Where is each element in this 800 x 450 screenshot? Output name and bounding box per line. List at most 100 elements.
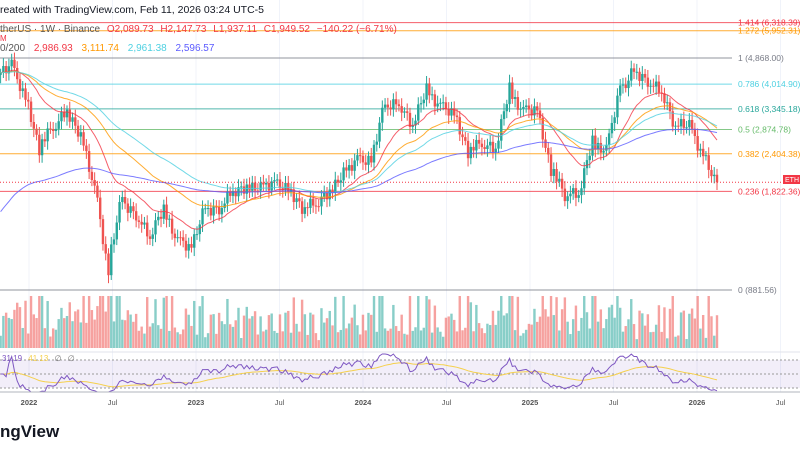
volume-bar [461, 330, 464, 348]
volume-bar [162, 297, 166, 348]
volume-bar [361, 314, 365, 348]
candle [488, 141, 492, 146]
volume-bar [704, 337, 708, 348]
candle [469, 146, 473, 159]
close-value: C1,949.52 [263, 24, 310, 35]
volume-bar [49, 336, 52, 348]
candle [652, 85, 655, 87]
volume-bar [87, 296, 91, 348]
candle [212, 206, 215, 216]
volume-bar [228, 324, 232, 348]
volume-bar [7, 317, 11, 348]
volume-bar [334, 296, 337, 348]
candle [505, 104, 508, 112]
candle [16, 67, 19, 80]
candle [630, 68, 633, 81]
rsi-legend: 31.19 41.13 ∅ ∅ [2, 354, 79, 363]
x-tick-label: 2024 [355, 398, 373, 407]
candle [417, 104, 420, 121]
candle [657, 81, 661, 93]
tradingview-logo[interactable]: ngView [0, 422, 60, 441]
volume-bar [38, 296, 41, 348]
ma-value: 2,596.57 [175, 43, 215, 54]
volume-bar [165, 296, 168, 348]
candle [699, 148, 702, 151]
volume-bar [76, 309, 80, 348]
volume-bar [455, 331, 459, 348]
candle [621, 84, 625, 86]
volume-bar [649, 332, 652, 348]
candle [98, 197, 102, 220]
volume-bar [331, 325, 334, 348]
volume-bar [242, 315, 246, 348]
candle [422, 99, 426, 104]
volume-bar [450, 313, 453, 348]
candle [10, 59, 13, 67]
volume-bar [347, 323, 351, 348]
candle [632, 68, 636, 72]
candle [580, 188, 583, 196]
candle [101, 219, 105, 245]
ma-label: 0/200 [0, 43, 26, 54]
volume-bar [112, 321, 116, 348]
volume-bar [24, 300, 27, 348]
candle [13, 59, 16, 68]
candle [292, 189, 296, 203]
volume-bar [16, 302, 19, 348]
candle [414, 120, 417, 126]
candle [461, 134, 464, 138]
volume-bar [82, 296, 85, 348]
candle [121, 197, 124, 203]
candle [264, 183, 268, 185]
candle [671, 111, 674, 127]
candle [375, 141, 378, 145]
volume-bar [104, 311, 107, 348]
candle [641, 73, 644, 81]
volume-bar [181, 329, 185, 348]
candle [181, 237, 185, 241]
candle [276, 179, 279, 181]
volume-bar [433, 305, 437, 348]
candle [342, 167, 345, 181]
candle [364, 162, 367, 165]
fib-label: 0.382 (2,404.38) [738, 149, 800, 159]
volume-bar [599, 309, 603, 348]
candle [596, 142, 600, 149]
candle [334, 179, 337, 193]
candle [262, 182, 265, 185]
candle [300, 201, 304, 214]
volume-bar [690, 308, 694, 348]
candle [151, 234, 154, 239]
candle [613, 117, 616, 123]
candle [356, 155, 359, 161]
candle [336, 179, 340, 183]
volume-bar [386, 330, 390, 348]
volume-bar [57, 319, 60, 348]
volume-bar [35, 318, 38, 348]
candle [209, 208, 213, 216]
volume-bar [179, 334, 182, 348]
candle [7, 66, 11, 74]
volume-bar [98, 296, 102, 348]
volume-bar [558, 330, 561, 348]
rsi-ma-value: 41.13 [28, 354, 49, 363]
candle [696, 136, 699, 151]
volume-bar [212, 314, 215, 348]
candle [317, 206, 320, 208]
candle [29, 101, 33, 122]
volume-bar [563, 297, 567, 348]
candle [228, 191, 232, 196]
volume-bar [193, 300, 196, 348]
candle [231, 191, 235, 196]
volume-bar [309, 312, 312, 348]
candle [226, 191, 229, 204]
volume-bar [679, 312, 683, 348]
candle [256, 190, 260, 192]
volume-bar [157, 325, 160, 348]
candle [306, 207, 309, 209]
volume-bar [527, 323, 531, 348]
volume-bar [298, 331, 301, 348]
candle [441, 102, 445, 104]
candle [602, 150, 605, 153]
